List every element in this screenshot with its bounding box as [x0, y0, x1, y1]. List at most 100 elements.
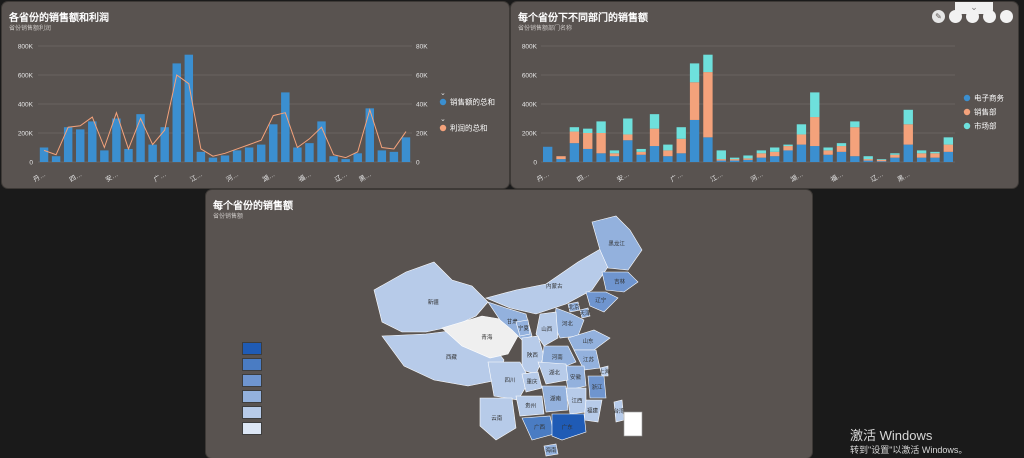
stacked-bar-segment — [649, 114, 660, 129]
province-region — [537, 361, 569, 385]
province-label: 浙江 — [591, 383, 603, 391]
stacked-bar-segment — [903, 124, 913, 145]
stacked-bar-segment — [649, 128, 660, 147]
stacked-bar-segment — [850, 121, 860, 128]
stacked-bar-segment — [676, 127, 686, 139]
x-axis-tick-label: 四… — [575, 170, 590, 183]
stacked-bar-segment — [569, 127, 580, 132]
province-label: 安徽 — [570, 373, 582, 381]
y-axis-tick-label: 400K — [18, 102, 34, 109]
province-label: 湖南 — [550, 395, 562, 403]
visual-map-swatch[interactable] — [242, 358, 262, 371]
visual-map-swatch[interactable] — [242, 374, 262, 387]
x-axis-tick-label: 丹… — [535, 170, 550, 183]
province-region — [585, 291, 619, 313]
stacked-bar-segment — [596, 133, 606, 154]
x-axis-tick-label: 安… — [104, 169, 120, 183]
bar — [365, 108, 374, 162]
stacked-bar-segment — [783, 144, 793, 147]
stacked-bar-segment — [716, 159, 726, 161]
legend-chevron-icon: ⌄ — [440, 116, 446, 123]
chart-subtitle: 省份销售额利润 — [9, 26, 52, 32]
province-label: 内蒙古 — [546, 282, 563, 290]
visual-map-swatch[interactable] — [242, 406, 262, 419]
stacked-bar-segment — [743, 159, 753, 162]
province-region — [535, 311, 559, 347]
y-axis-tick-label: 800K — [18, 44, 34, 51]
y-axis-tick-label: 400K — [522, 102, 538, 109]
windows-watermark-subtitle: 转到"设置"以激活 Windows。 — [850, 445, 968, 455]
province-label: 山西 — [541, 325, 553, 333]
province-label: 新疆 — [428, 298, 440, 306]
y2-axis-tick-label: 20K — [416, 131, 428, 138]
stacked-bar-segment — [823, 154, 833, 162]
stacked-bar-segment — [943, 151, 953, 162]
y-axis-tick-label: 0 — [533, 160, 537, 167]
stacked-bar-segment — [756, 153, 767, 158]
stacked-bar-segment — [636, 151, 646, 155]
legend-label: 销售额的总和 — [450, 97, 495, 107]
stacked-bar-segment — [729, 157, 740, 160]
tool-button[interactable] — [983, 10, 996, 23]
x-axis-tick-label: 福… — [829, 169, 845, 183]
province-label: 辽宁 — [595, 296, 607, 304]
stacked-bar-segment — [663, 156, 673, 162]
stacked-bar-segment — [836, 143, 847, 147]
stacked-bar-segment — [649, 146, 660, 162]
visual-map-swatch[interactable] — [242, 390, 262, 403]
stacked-bar-segment — [663, 150, 673, 157]
stacked-bar-segment — [850, 156, 860, 162]
y-axis-tick-label: 0 — [29, 160, 33, 167]
province-region — [587, 375, 607, 399]
bar — [112, 118, 121, 162]
legend-marker — [439, 124, 447, 132]
tool-button[interactable] — [966, 10, 979, 23]
stacked-bar-segment — [770, 156, 780, 162]
stacked-bar-segment — [609, 150, 620, 154]
x-axis-tick-label: 安… — [615, 169, 631, 183]
province-label: 重庆 — [526, 378, 538, 386]
x-axis-tick-label: 丹… — [32, 170, 47, 183]
stacked-bar-segment — [583, 128, 593, 133]
sales-profit-chart: 0 200K 400K 600K 800K 0 20K 40K 60K 80K 丹… 四… 安… 广… 江…… — [18, 44, 495, 184]
province-label: 青海 — [481, 333, 493, 341]
province-region — [541, 385, 569, 413]
bar — [220, 155, 230, 162]
province-label: 上海 — [599, 368, 611, 376]
legend-marker — [963, 108, 971, 116]
bar — [160, 127, 169, 162]
bar — [269, 124, 278, 162]
stacked-bar-segment — [556, 159, 566, 162]
bar — [196, 151, 206, 162]
bar — [341, 159, 350, 162]
tool-button[interactable] — [1000, 10, 1013, 23]
stacked-bar-segment — [676, 153, 686, 162]
y-axis-tick-label: 200K — [18, 131, 34, 138]
sales-profit-chart-panel: 各省份的销售额和利润 省份销售额利润 0 200K 400K 600K 800K 0 20K… — [2, 2, 509, 188]
edit-icon[interactable]: ✎ — [932, 10, 945, 23]
bar — [293, 147, 302, 162]
x-axis-tick-label: 湖… — [260, 169, 276, 183]
collapse-tab-button[interactable]: ⌄ — [955, 2, 993, 14]
stacked-bar-segment — [729, 160, 740, 162]
stacked-bar-segment — [543, 146, 553, 162]
y-axis-tick-label: 600K — [522, 73, 538, 80]
legend-label: 市场部 — [974, 121, 997, 131]
province-sales-map-panel: 每个省份的销售额 省份销售额 新疆 西藏 青海 甘肃 内蒙古 黑龙江 吉林 辽宁 北京 天津 河北山… — [206, 190, 812, 458]
department-sales-chart: 0 200K 400K 600K 800K 丹… 四… 安… 广… 江… 河… 湖… 福… 辽… 黑… 电子商… — [522, 44, 1005, 184]
y2-axis-tick-label: 40K — [416, 102, 428, 109]
x-axis-tick-label: 河… — [225, 170, 240, 183]
visual-map-swatch[interactable] — [242, 342, 262, 355]
stacked-bar-segment — [703, 137, 713, 162]
y-axis-tick-label: 600K — [18, 73, 34, 80]
bar — [389, 151, 399, 162]
stacked-bar-segment — [569, 143, 580, 162]
bar — [256, 144, 266, 162]
stacked-bar-segment — [823, 147, 833, 151]
stacked-bar-segment — [930, 157, 940, 162]
visual-map-swatch[interactable] — [242, 422, 262, 435]
stacked-bar-segment — [930, 153, 940, 158]
chart-title: 各省份的销售额和利润 — [9, 13, 109, 24]
tool-button[interactable] — [949, 10, 962, 23]
